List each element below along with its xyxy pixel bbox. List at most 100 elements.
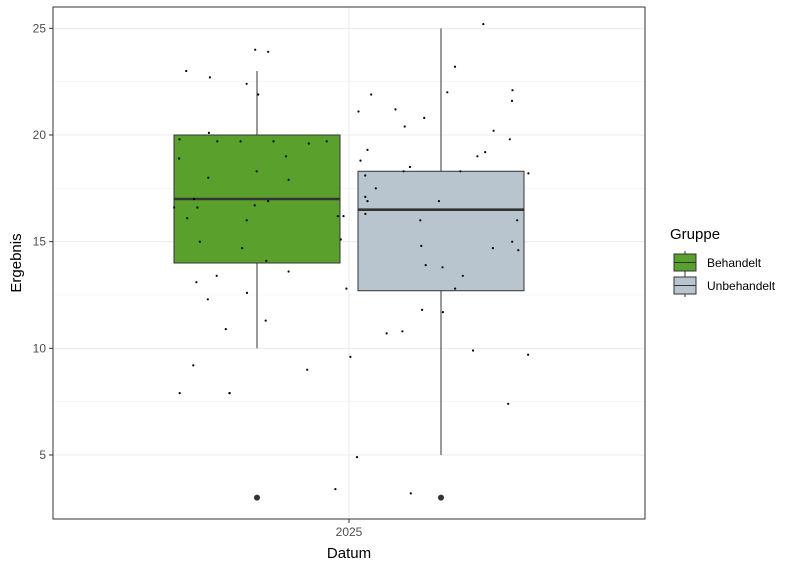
data-point <box>385 332 388 335</box>
data-point <box>527 353 530 356</box>
data-point <box>198 240 201 243</box>
box-unbehandelt <box>357 28 525 501</box>
data-point <box>193 197 196 201</box>
data-point <box>264 319 267 322</box>
data-point <box>441 311 444 314</box>
data-point <box>267 50 270 53</box>
data-point <box>511 89 514 92</box>
data-point <box>403 125 406 128</box>
data-point <box>224 328 227 331</box>
data-point <box>245 82 248 85</box>
data-point <box>420 244 423 247</box>
x-axis-title: Datum <box>327 545 371 562</box>
data-point <box>516 219 519 222</box>
data-point <box>239 140 242 143</box>
data-point <box>339 238 342 241</box>
outlier-point <box>254 494 260 501</box>
data-point <box>402 170 405 173</box>
data-point <box>287 178 290 181</box>
legend-item-unbehandelt: Unbehandelt <box>673 274 776 297</box>
data-point <box>178 157 181 160</box>
data-point <box>366 148 369 151</box>
y-axis-title: Ergebnis <box>8 233 25 292</box>
data-point <box>364 212 367 215</box>
y-tick-label: 5 <box>39 448 46 462</box>
data-point <box>208 76 211 79</box>
data-point <box>215 274 218 277</box>
data-point <box>370 93 373 96</box>
data-point <box>206 298 209 301</box>
legend-label: Unbehandelt <box>707 279 776 293</box>
data-point <box>366 200 369 203</box>
data-point <box>325 140 328 143</box>
data-point <box>241 247 244 250</box>
data-point <box>419 219 422 222</box>
data-point <box>364 195 367 198</box>
outlier-point <box>438 494 444 501</box>
data-point <box>510 99 514 102</box>
data-point <box>423 116 426 119</box>
data-point <box>446 91 449 94</box>
data-point <box>349 355 352 358</box>
data-point <box>517 249 520 252</box>
data-point <box>265 259 268 262</box>
data-point <box>511 240 514 243</box>
data-point <box>508 138 511 141</box>
legend-title: Gruppe <box>670 226 720 243</box>
data-point <box>336 215 339 218</box>
data-point <box>408 165 411 169</box>
grid <box>53 7 645 519</box>
box-iqr <box>357 170 525 292</box>
data-point <box>245 219 248 222</box>
data-point <box>195 281 198 284</box>
data-point <box>245 291 249 294</box>
data-point <box>409 492 412 495</box>
data-point <box>437 200 440 203</box>
data-point <box>484 151 487 154</box>
data-point <box>374 187 377 190</box>
data-point <box>441 266 444 269</box>
data-point <box>186 217 189 220</box>
data-point <box>359 159 362 162</box>
data-point <box>364 174 367 177</box>
data-point <box>342 215 345 218</box>
data-point <box>461 274 464 277</box>
data-point <box>192 364 195 367</box>
data-point <box>357 110 360 113</box>
data-point <box>254 48 257 51</box>
data-point <box>196 206 199 209</box>
data-point <box>345 287 348 290</box>
legend-item-behandelt: Behandelt <box>673 251 762 274</box>
data-point <box>257 93 260 96</box>
x-tick-label: 2025 <box>336 525 363 539</box>
data-point <box>424 264 427 267</box>
data-point <box>527 172 530 175</box>
data-point <box>482 23 485 26</box>
data-point <box>454 287 457 290</box>
data-point <box>253 204 256 207</box>
data-point <box>306 368 309 371</box>
boxes <box>173 28 525 501</box>
y-tick-label: 20 <box>33 128 47 142</box>
data-point <box>307 142 310 145</box>
data-point <box>287 270 290 273</box>
data-point <box>228 392 231 395</box>
data-point <box>178 392 181 395</box>
data-point <box>267 200 270 203</box>
y-tick-label: 25 <box>33 21 47 35</box>
data-point <box>255 170 258 173</box>
legend-label: Behandelt <box>707 256 762 270</box>
data-point <box>507 402 510 405</box>
box-behandelt <box>173 71 341 501</box>
data-point <box>453 65 457 68</box>
data-point <box>471 349 475 352</box>
data-point <box>421 308 424 311</box>
y-tick-label: 15 <box>33 235 47 249</box>
jitter-points <box>173 23 530 495</box>
data-point <box>173 206 176 209</box>
legend: Gruppe Behandelt Unbehandelt <box>670 226 776 297</box>
data-point <box>207 131 210 134</box>
data-point <box>272 140 275 143</box>
data-point <box>459 170 462 173</box>
